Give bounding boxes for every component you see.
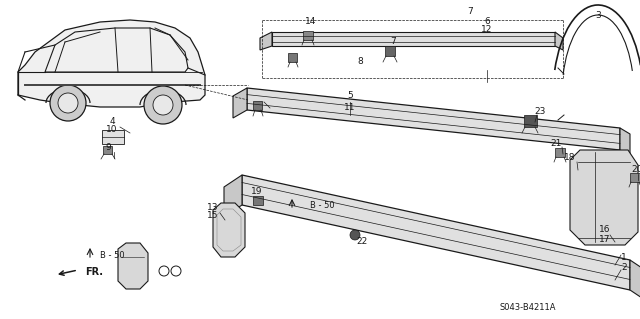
Polygon shape [118, 243, 148, 289]
Bar [303, 31, 313, 40]
Polygon shape [233, 88, 247, 118]
Text: 9: 9 [105, 144, 111, 152]
Bar [103, 146, 112, 154]
Polygon shape [630, 260, 640, 298]
Circle shape [58, 93, 78, 113]
Text: 17: 17 [599, 235, 611, 244]
Circle shape [153, 95, 173, 115]
Text: 20: 20 [631, 166, 640, 174]
Text: B - 50: B - 50 [310, 201, 335, 210]
Polygon shape [272, 32, 555, 46]
Bar [524, 115, 537, 127]
Text: 7: 7 [390, 38, 396, 47]
Bar [288, 53, 297, 62]
Polygon shape [18, 20, 205, 107]
Bar [630, 173, 640, 182]
Bar [253, 101, 262, 110]
Text: 18: 18 [564, 153, 576, 162]
Text: 4: 4 [109, 117, 115, 127]
Text: 11: 11 [344, 103, 356, 113]
Text: 7: 7 [467, 8, 473, 17]
Text: 16: 16 [599, 226, 611, 234]
Polygon shape [224, 175, 242, 217]
Text: 22: 22 [356, 238, 367, 247]
Circle shape [144, 86, 182, 124]
Text: FR.: FR. [85, 267, 103, 277]
Circle shape [50, 85, 86, 121]
Polygon shape [45, 28, 188, 72]
Polygon shape [570, 150, 638, 245]
Circle shape [159, 266, 169, 276]
Text: 10: 10 [106, 125, 118, 135]
Text: 12: 12 [481, 26, 493, 34]
Text: 19: 19 [252, 188, 263, 197]
Text: 2: 2 [621, 263, 627, 272]
Polygon shape [247, 88, 620, 150]
Text: 6: 6 [484, 18, 490, 26]
Polygon shape [213, 203, 245, 257]
Circle shape [350, 230, 360, 240]
Polygon shape [620, 128, 630, 156]
Text: S043-B4211A: S043-B4211A [500, 303, 557, 313]
Bar [253, 196, 263, 205]
Text: 1: 1 [621, 254, 627, 263]
Text: 23: 23 [534, 108, 546, 116]
Polygon shape [242, 175, 630, 290]
Text: 3: 3 [595, 11, 601, 19]
Polygon shape [260, 32, 272, 50]
Text: B - 50: B - 50 [100, 251, 125, 261]
Polygon shape [555, 32, 563, 50]
Circle shape [171, 266, 181, 276]
Text: 14: 14 [305, 18, 317, 26]
Text: 5: 5 [347, 92, 353, 100]
Bar [555, 148, 565, 157]
Text: 13: 13 [207, 203, 219, 211]
Polygon shape [217, 209, 241, 251]
Text: 15: 15 [207, 211, 219, 219]
Bar [385, 46, 395, 56]
Text: 21: 21 [550, 139, 562, 149]
Text: 8: 8 [357, 57, 363, 66]
Bar [102, 130, 124, 144]
